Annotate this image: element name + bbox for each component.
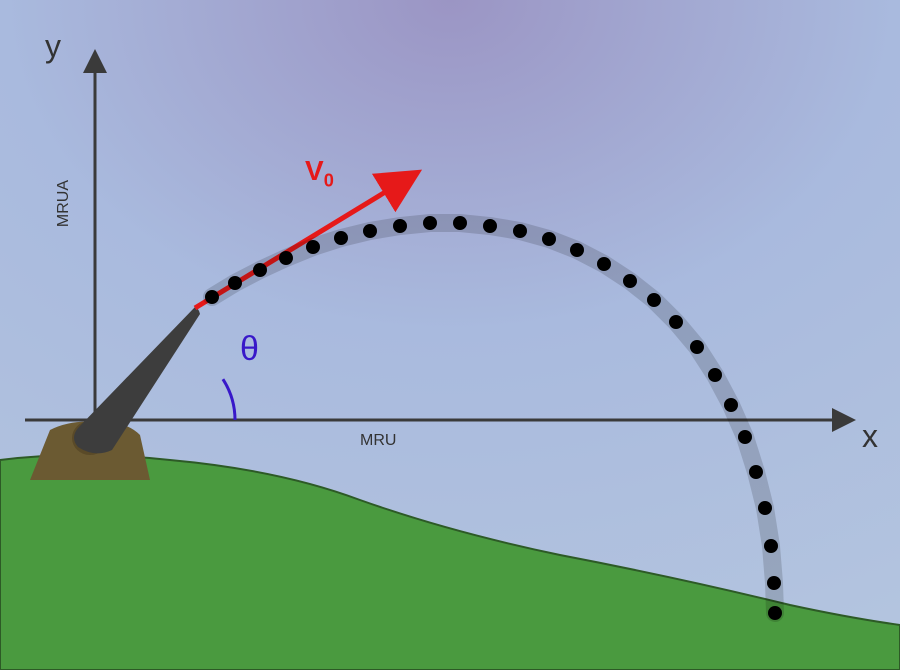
trajectory-dot — [764, 539, 778, 553]
trajectory-dot — [542, 232, 556, 246]
trajectory-dot — [253, 263, 267, 277]
trajectory-dot — [334, 231, 348, 245]
trajectory-dot — [690, 340, 704, 354]
x-axis-label: x — [862, 418, 878, 455]
physics-diagram: y x V0 θ MRU MRUA — [0, 0, 900, 670]
trajectory-dot — [513, 224, 527, 238]
trajectory-dot — [393, 219, 407, 233]
trajectory-dot — [363, 224, 377, 238]
trajectory-dot — [724, 398, 738, 412]
trajectory-dot — [306, 240, 320, 254]
trajectory-dot — [483, 219, 497, 233]
trajectory-dot — [228, 276, 242, 290]
trajectory-dot — [768, 606, 782, 620]
mrua-label: MRUA — [55, 180, 73, 227]
trajectory-dot — [749, 465, 763, 479]
velocity-label: V0 — [305, 155, 334, 192]
trajectory-dot — [708, 368, 722, 382]
trajectory-dot — [205, 290, 219, 304]
trajectory-dot — [279, 251, 293, 265]
trajectory-dot — [453, 216, 467, 230]
trajectory-dot — [423, 216, 437, 230]
trajectory-dot — [738, 430, 752, 444]
trajectory-dot — [597, 257, 611, 271]
trajectory-dot — [570, 243, 584, 257]
trajectory-dot — [647, 293, 661, 307]
trajectory-dot — [669, 315, 683, 329]
trajectory-dot — [623, 274, 637, 288]
diagram-svg — [0, 0, 900, 670]
trajectory-dot — [758, 501, 772, 515]
mru-label: MRU — [360, 432, 396, 450]
trajectory-dot — [767, 576, 781, 590]
angle-label: θ — [240, 330, 259, 369]
y-axis-label: y — [45, 28, 61, 65]
